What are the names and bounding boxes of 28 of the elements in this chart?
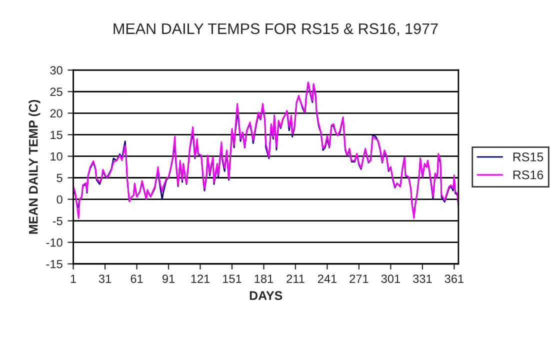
- y-tick-label: 5: [56, 174, 62, 182]
- x-tick-label: 301: [381, 274, 400, 283]
- x-tick-label: 241: [318, 274, 336, 283]
- y-tick-label: 30: [50, 66, 62, 74]
- y-tick-label: 25: [50, 88, 62, 96]
- y-tick-label: 20: [50, 109, 62, 118]
- x-tick-label: 211: [286, 274, 304, 283]
- x-tick-label: 91: [162, 274, 174, 283]
- x-tick-label: 181: [254, 274, 274, 283]
- x-tick-label: 1: [70, 274, 76, 283]
- legend-label: RS15: [513, 152, 544, 162]
- y-tick-label: 15: [50, 130, 62, 140]
- x-tick-label: 271: [350, 274, 368, 283]
- x-tick-label: 361: [444, 274, 464, 283]
- chart-title: MEAN DAILY TEMPS FOR RS15 & RS16, 1977: [114, 23, 438, 36]
- x-tick-label: 61: [130, 274, 143, 283]
- legend-label: RS16: [513, 170, 544, 180]
- y-tick-label: -5: [52, 216, 62, 226]
- x-tick-label: 31: [98, 274, 112, 283]
- x-tick-label: 331: [413, 274, 432, 283]
- x-axis-title: DAYS: [250, 291, 282, 300]
- y-tick-label: -15: [46, 260, 62, 268]
- x-tick-label: 151: [223, 274, 242, 283]
- y-tick-label: 0: [56, 195, 62, 204]
- y-tick-label: -10: [46, 238, 62, 247]
- x-tick-label: 121: [191, 274, 210, 283]
- y-tick-label: 10: [50, 152, 62, 161]
- y-axis-title: MEAN DAILY TEMP (C): [28, 100, 40, 234]
